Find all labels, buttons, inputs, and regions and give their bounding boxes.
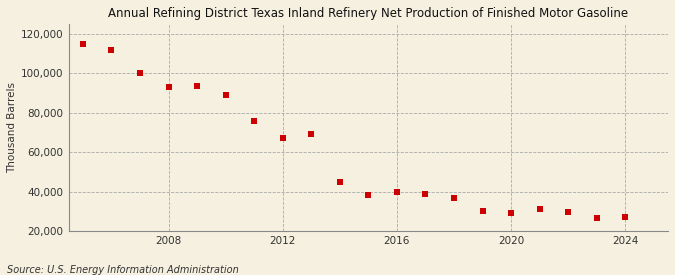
Point: [134, 71, 145, 75]
Point: [192, 84, 202, 88]
Point: [591, 216, 602, 221]
Point: [163, 85, 174, 89]
Point: [277, 136, 288, 141]
Point: [334, 180, 345, 184]
Point: [78, 42, 88, 46]
Y-axis label: Thousand Barrels: Thousand Barrels: [7, 82, 17, 173]
Point: [563, 210, 574, 215]
Point: [106, 47, 117, 52]
Point: [449, 196, 460, 200]
Point: [363, 192, 374, 197]
Point: [220, 93, 231, 97]
Point: [506, 211, 516, 216]
Point: [620, 215, 630, 219]
Point: [306, 132, 317, 137]
Point: [249, 119, 260, 123]
Point: [534, 207, 545, 212]
Point: [477, 209, 488, 214]
Text: Source: U.S. Energy Information Administration: Source: U.S. Energy Information Administ…: [7, 265, 238, 275]
Title: Annual Refining District Texas Inland Refinery Net Production of Finished Motor : Annual Refining District Texas Inland Re…: [108, 7, 628, 20]
Point: [392, 189, 402, 194]
Point: [420, 191, 431, 196]
